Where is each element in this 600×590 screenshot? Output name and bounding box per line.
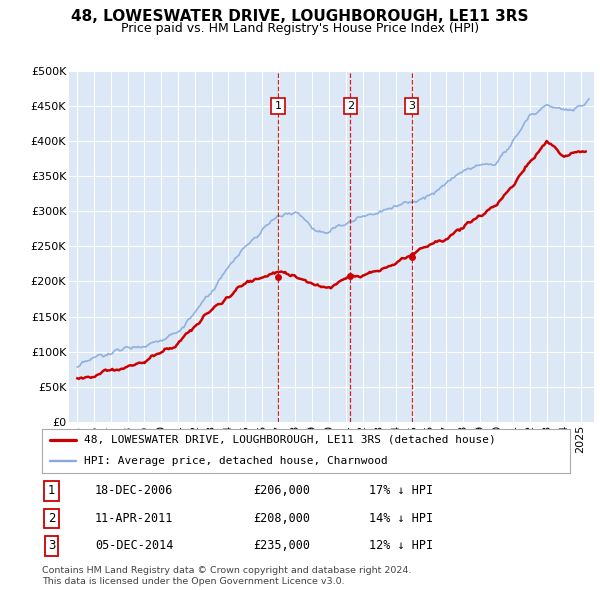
- Text: 05-DEC-2014: 05-DEC-2014: [95, 539, 173, 552]
- Text: 17% ↓ HPI: 17% ↓ HPI: [370, 484, 433, 497]
- Text: 2: 2: [48, 512, 55, 525]
- Text: Price paid vs. HM Land Registry's House Price Index (HPI): Price paid vs. HM Land Registry's House …: [121, 22, 479, 35]
- Text: £235,000: £235,000: [253, 539, 310, 552]
- Text: 3: 3: [48, 539, 55, 552]
- Text: 1: 1: [48, 484, 55, 497]
- Text: 1: 1: [274, 101, 281, 111]
- Text: £206,000: £206,000: [253, 484, 310, 497]
- Text: 14% ↓ HPI: 14% ↓ HPI: [370, 512, 433, 525]
- Text: £208,000: £208,000: [253, 512, 310, 525]
- Text: 48, LOWESWATER DRIVE, LOUGHBOROUGH, LE11 3RS (detached house): 48, LOWESWATER DRIVE, LOUGHBOROUGH, LE11…: [84, 435, 496, 445]
- Text: 12% ↓ HPI: 12% ↓ HPI: [370, 539, 433, 552]
- Text: HPI: Average price, detached house, Charnwood: HPI: Average price, detached house, Char…: [84, 456, 388, 466]
- Text: 48, LOWESWATER DRIVE, LOUGHBOROUGH, LE11 3RS: 48, LOWESWATER DRIVE, LOUGHBOROUGH, LE11…: [71, 9, 529, 24]
- Text: 2: 2: [347, 101, 354, 111]
- Text: 18-DEC-2006: 18-DEC-2006: [95, 484, 173, 497]
- Text: Contains HM Land Registry data © Crown copyright and database right 2024.
This d: Contains HM Land Registry data © Crown c…: [42, 566, 412, 586]
- Text: 3: 3: [408, 101, 415, 111]
- Text: 11-APR-2011: 11-APR-2011: [95, 512, 173, 525]
